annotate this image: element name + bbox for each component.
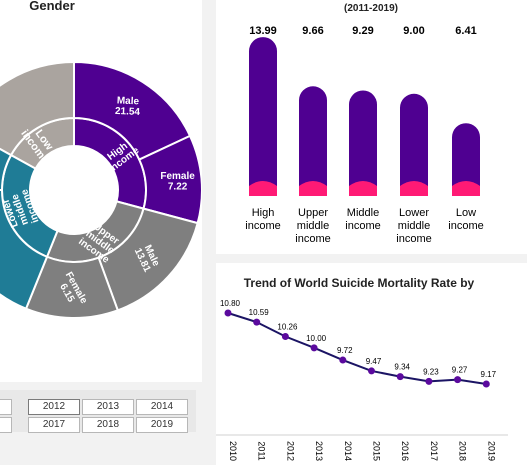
trend-value-label: 9.34 xyxy=(394,363,410,372)
slicer-year-button[interactable]: 2014 xyxy=(136,399,188,415)
outer-segment xyxy=(0,189,49,310)
trend-value-label: 9.47 xyxy=(366,357,382,366)
sunburst-title: Gender xyxy=(29,0,75,13)
slicer-year-button[interactable]: 2013 xyxy=(82,399,134,415)
x-tick-label: 2016 xyxy=(400,441,410,461)
sunburst-panel: Gender Low income High income Upper middle inco… xyxy=(0,0,202,382)
slicer-year-button[interactable]: 2019 xyxy=(136,417,188,433)
outer-label-line: 21.54 xyxy=(115,106,141,118)
trend-marker xyxy=(368,367,375,375)
trend-marker xyxy=(454,376,462,384)
bar-category-label: Lower xyxy=(399,207,429,219)
trend-marker xyxy=(339,356,347,364)
outer-label-line: Male xyxy=(117,95,140,107)
slicer-year-partial[interactable] xyxy=(0,417,12,433)
trend-marker xyxy=(310,344,318,352)
bar-category-label: income xyxy=(345,220,380,232)
bar-highlight xyxy=(299,181,327,196)
trend-marker xyxy=(281,333,289,341)
slicer-year-button[interactable]: 2018 xyxy=(82,417,134,433)
x-tick-label: 2013 xyxy=(314,441,324,461)
bar-category-label: income xyxy=(295,233,330,245)
bar xyxy=(452,123,480,196)
x-tick-label: 2012 xyxy=(285,441,295,461)
x-tick-label: 2015 xyxy=(372,441,382,461)
trend-line-chart: Trend of World Suicide Mortality Rate by… xyxy=(216,276,508,461)
trend-line xyxy=(227,312,487,385)
bar-highlight xyxy=(452,181,480,196)
trend-value-label: 10.00 xyxy=(306,334,327,343)
x-tick-label: 2017 xyxy=(429,441,439,461)
outer-segment xyxy=(0,147,13,191)
bar-value-label: 9.66 xyxy=(302,25,323,37)
trend-value-label: 9.27 xyxy=(452,366,468,375)
bar-category-label: income xyxy=(396,233,431,245)
bar-value-label: 13.99 xyxy=(249,25,277,37)
bar-chart-title: (2011-2019) xyxy=(344,3,398,14)
bar-highlight xyxy=(249,181,277,196)
bar-value-label: 9.00 xyxy=(403,25,424,37)
trend-value-label: 10.26 xyxy=(277,323,298,332)
trend-line-panel: Trend of World Suicide Mortality Rate by… xyxy=(216,263,527,465)
bar-category-label: Middle xyxy=(347,207,379,219)
trend-marker xyxy=(396,373,404,381)
trend-marker xyxy=(482,380,490,388)
bar-highlight xyxy=(349,181,377,196)
x-tick-label: 2011 xyxy=(257,441,267,460)
line-chart-title: Trend of World Suicide Mortality Rate by xyxy=(244,276,475,290)
year-slicer: 2012 2013 2014 2017 2018 2019 xyxy=(0,390,196,433)
bar xyxy=(299,86,327,196)
bar-category-label: Upper xyxy=(298,207,328,219)
trend-marker xyxy=(425,377,433,385)
trend-value-label: 9.17 xyxy=(481,370,497,379)
income-bar-chart: (2011-2019)13.99Highincome9.66Uppermiddl… xyxy=(245,3,483,245)
bar xyxy=(349,90,377,196)
bar-category-label: Low xyxy=(456,207,476,219)
x-tick-label: 2014 xyxy=(343,441,353,461)
outer-label-line: 7.22 xyxy=(168,182,188,193)
x-tick-label: 2010 xyxy=(228,441,238,461)
bar xyxy=(400,93,428,196)
bar-highlight xyxy=(400,181,428,196)
slicer-year-button[interactable]: 2017 xyxy=(28,417,80,433)
bar xyxy=(249,37,277,196)
x-tick-label: 2018 xyxy=(458,441,468,461)
slicer-year-button[interactable]: 2012 xyxy=(28,399,80,415)
bar-category-label: middle xyxy=(398,220,430,232)
trend-value-label: 9.72 xyxy=(337,346,353,355)
trend-value-label: 9.23 xyxy=(423,367,439,376)
trend-value-label: 10.59 xyxy=(249,308,270,317)
x-tick-label: 2019 xyxy=(486,441,496,461)
bar-category-label: middle xyxy=(297,220,329,232)
trend-value-label: 10.80 xyxy=(220,299,241,308)
trend-marker xyxy=(224,309,232,317)
trend-marker xyxy=(253,318,261,326)
bar-category-label: income xyxy=(245,220,280,232)
outer-label-line: Female xyxy=(160,171,195,182)
income-bar-panel: (2011-2019) 13.99 High income 9.66 Upper middl… xyxy=(216,0,527,254)
bar-value-label: 9.29 xyxy=(352,25,373,37)
bar-category-label: income xyxy=(448,220,483,232)
bar-category-label: High xyxy=(252,207,275,219)
sunburst-hole xyxy=(31,147,117,233)
slicer-year-partial[interactable] xyxy=(0,399,12,415)
bar-value-label: 6.41 xyxy=(455,25,476,37)
